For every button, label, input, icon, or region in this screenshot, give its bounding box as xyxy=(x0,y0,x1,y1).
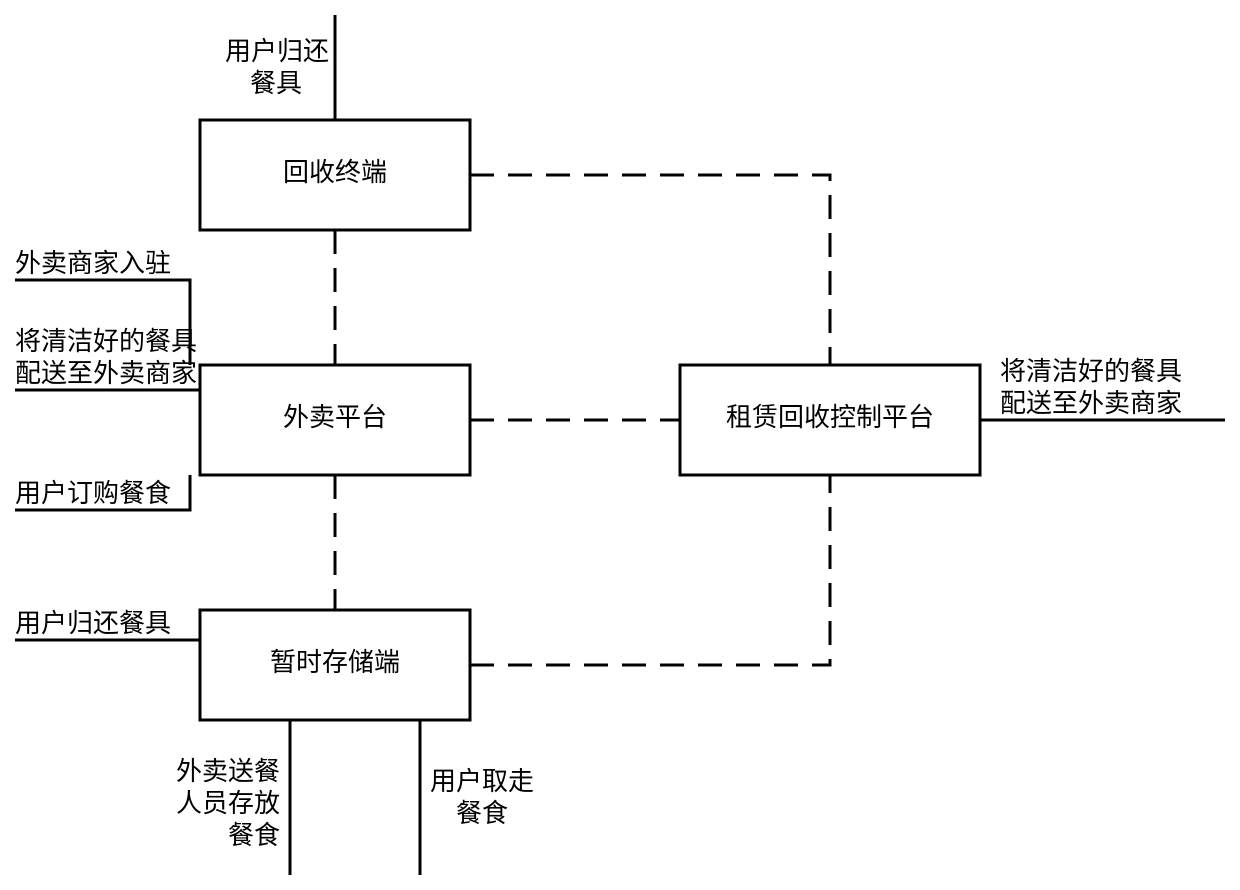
node-temp-storage: 暂时存储端 xyxy=(200,610,470,720)
io-label-user-pickup-l1: 用户取走 xyxy=(430,767,534,796)
io-label-courier-store-l1: 外卖送餐 xyxy=(176,757,280,786)
node-recycle-terminal-label: 回收终端 xyxy=(283,158,387,187)
node-control-platform-label: 租赁回收控制平台 xyxy=(726,403,934,432)
io-label-clean-left-l2: 配送至外卖商家 xyxy=(15,359,197,388)
edge-storage-to-control xyxy=(470,475,830,665)
io-label-user-order: 用户订购餐食 xyxy=(15,479,171,508)
io-label-user-pickup-l2: 餐食 xyxy=(456,799,508,828)
io-label-courier-store-l3: 餐食 xyxy=(228,821,280,850)
io-label-user-return-left: 用户归还餐具 xyxy=(15,609,171,638)
node-recycle-terminal: 回收终端 xyxy=(200,120,470,230)
io-label-merchant-join: 外卖商家入驻 xyxy=(15,249,171,278)
io-label-user-return-top-l1: 用户归还 xyxy=(225,37,329,66)
io-label-clean-right-l1: 将清洁好的餐具 xyxy=(1000,357,1182,386)
node-delivery-platform: 外卖平台 xyxy=(200,365,470,475)
node-control-platform: 租赁回收控制平台 xyxy=(680,365,980,475)
io-label-user-return-top-l2: 餐具 xyxy=(250,69,302,98)
node-delivery-platform-label: 外卖平台 xyxy=(283,403,387,432)
flowchart-diagram: 回收终端 外卖平台 暂时存储端 租赁回收控制平台 用户归还 餐具 外卖商家入驻 … xyxy=(0,0,1240,890)
io-label-courier-store-l2: 人员存放 xyxy=(176,789,280,818)
solid-io-edges-group xyxy=(15,15,1225,875)
edge-recycle-to-control xyxy=(470,175,830,365)
io-label-clean-right-l2: 配送至外卖商家 xyxy=(1000,389,1182,418)
io-label-clean-left-l1: 将清洁好的餐具 xyxy=(15,327,197,356)
node-temp-storage-label: 暂时存储端 xyxy=(270,648,400,677)
